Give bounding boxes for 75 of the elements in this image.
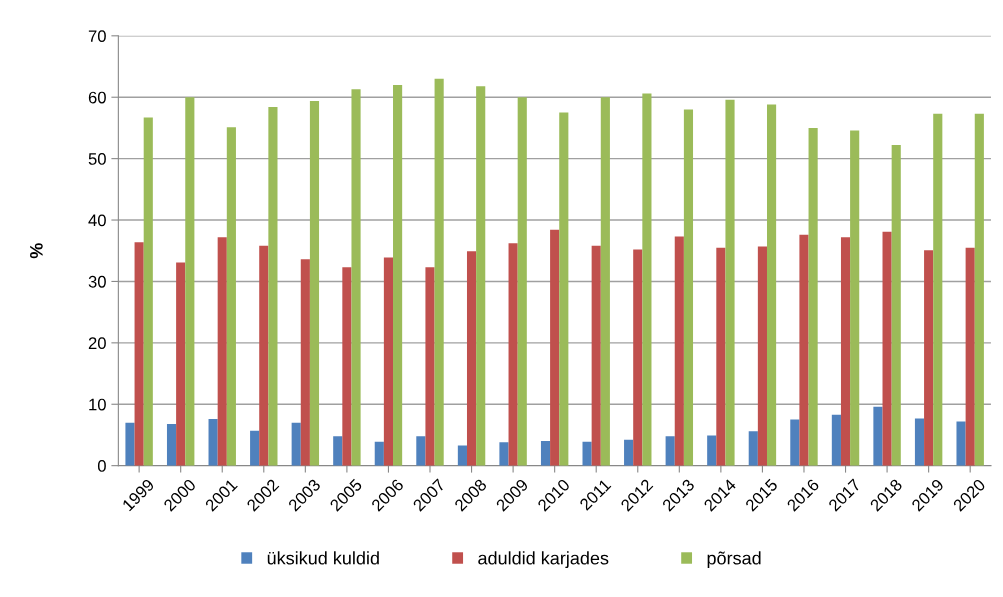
bar: [351, 89, 361, 466]
bar: [716, 247, 726, 466]
bar: [434, 78, 444, 466]
bar: [143, 117, 153, 466]
bar: [850, 130, 860, 466]
bar: [974, 113, 984, 466]
bar: [309, 100, 320, 466]
y-tick-label: 70: [88, 30, 106, 43]
bar: [185, 97, 195, 466]
bar: [425, 267, 435, 466]
bar: [757, 246, 767, 466]
bar: [790, 419, 800, 466]
y-tick-label: 20: [88, 337, 106, 350]
bar: [748, 431, 758, 466]
bar: [873, 406, 883, 466]
bar: [550, 229, 560, 466]
bar: [466, 251, 477, 466]
bar: [416, 436, 426, 466]
bar: [393, 84, 403, 466]
bar: [808, 127, 818, 466]
y-tick-label: 60: [88, 91, 106, 104]
bar: [300, 259, 310, 466]
bar: [914, 418, 925, 466]
bar: [374, 441, 384, 466]
bar: [933, 113, 943, 466]
bar: [882, 231, 892, 466]
bar: [642, 93, 652, 466]
bar: [665, 436, 675, 466]
bar: [956, 421, 966, 466]
bar: [217, 237, 227, 466]
bar: [600, 97, 610, 466]
bar: [799, 234, 809, 466]
bar: [457, 445, 467, 466]
bar: [134, 242, 144, 466]
bar: [268, 107, 278, 466]
bar: [725, 99, 735, 466]
bar: [476, 86, 486, 466]
bar: [540, 441, 551, 466]
bar: [674, 236, 684, 466]
bar: [508, 243, 518, 466]
y-tick-label: 50: [88, 153, 106, 165]
bar: [226, 127, 236, 466]
legend-label: üksikud kuldid: [267, 551, 379, 565]
bar: [176, 262, 186, 466]
y-tick-label: 40: [88, 214, 106, 227]
bar: [499, 442, 509, 466]
bar: [924, 250, 934, 466]
y-tick-label: 0: [97, 460, 106, 472]
bar: [166, 423, 177, 466]
bar: [633, 249, 643, 466]
bar: [125, 422, 135, 466]
legend-label: põrsad: [707, 551, 761, 569]
y-tick-label: 10: [89, 398, 106, 411]
bar: [342, 267, 352, 466]
bar: [840, 237, 851, 466]
bar: [766, 104, 777, 466]
y-tick-label: 30: [88, 275, 106, 288]
bar: [965, 247, 975, 466]
bar: [208, 418, 218, 466]
bar: [891, 145, 901, 466]
bar: [591, 245, 601, 466]
bar: [624, 439, 634, 466]
bar: [250, 430, 260, 466]
bar: [333, 436, 343, 466]
bar: [707, 435, 717, 466]
bar: [291, 422, 301, 466]
bar: [559, 112, 569, 466]
bar: [517, 97, 527, 466]
bar: [683, 109, 694, 466]
y-axis-title: %: [30, 243, 43, 259]
bar: [259, 245, 269, 466]
legend-label: aduldid karjades: [478, 551, 609, 569]
bar: [582, 441, 592, 466]
bar: [383, 257, 394, 466]
bar: [831, 414, 841, 466]
